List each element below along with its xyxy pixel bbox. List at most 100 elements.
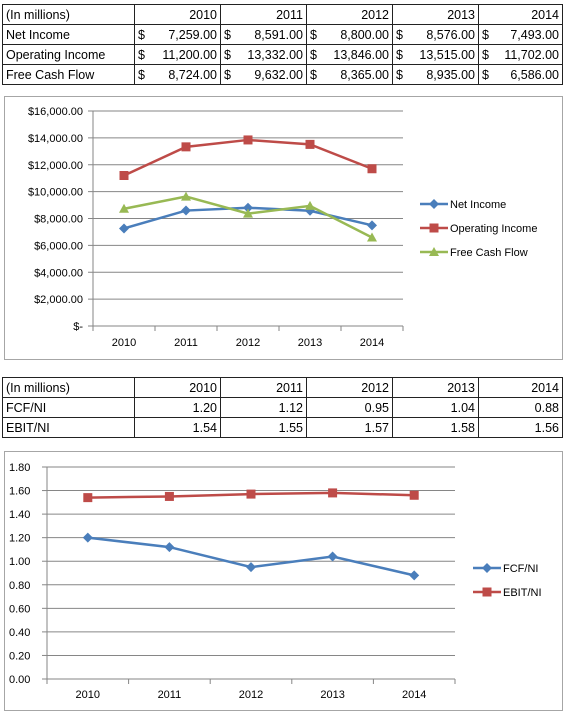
x-tick-label: 2012: [236, 337, 260, 349]
y-tick-label: $-: [73, 321, 83, 333]
data-point: [367, 164, 377, 174]
y-tick-label: 1.00: [9, 556, 30, 568]
row-label[interactable]: Net Income: [2, 24, 135, 45]
data-point: [327, 551, 338, 562]
y-tick-label: $16,000.00: [28, 106, 83, 118]
table-cell[interactable]: 0.88: [478, 397, 563, 418]
y-tick-label: 0.00: [9, 674, 30, 686]
header-label[interactable]: (In millions): [2, 377, 135, 398]
header-year[interactable]: 2014: [478, 4, 563, 25]
table-cell[interactable]: 1.04: [392, 397, 479, 418]
ratios-line-chart[interactable]: 0.00 0.20 0.40 0.60 0.80 1.00 1.20 1.40 1.60 1.80…: [4, 451, 563, 711]
financials-table: (In millions) 2010 2011 2012 2013 2014 N…: [2, 4, 563, 85]
table-cell[interactable]: 1.12: [220, 397, 307, 418]
table-cell[interactable]: 1.54: [134, 417, 221, 438]
y-tick-label: 0.80: [9, 580, 30, 592]
legend-swatch-marker: [482, 587, 492, 597]
table-row-net-income: Net Income $7,259.00 $8,591.00 $8,800.00…: [2, 24, 563, 45]
header-year[interactable]: 2010: [134, 4, 221, 25]
header-year[interactable]: 2014: [478, 377, 563, 398]
table-cell[interactable]: $13,846.00: [306, 44, 393, 65]
y-tick-label: $10,000.00: [28, 187, 83, 199]
table-cell[interactable]: $8,365.00: [306, 64, 393, 85]
table-cell[interactable]: $9,632.00: [220, 64, 307, 85]
y-tick-label: 0.40: [9, 627, 30, 639]
table-cell[interactable]: $13,332.00: [220, 44, 307, 65]
header-year[interactable]: 2011: [220, 377, 307, 398]
row-label[interactable]: FCF/NI: [2, 397, 135, 418]
data-point: [82, 532, 93, 543]
legend-swatch-marker: [429, 223, 439, 233]
table-cell[interactable]: 1.57: [306, 417, 393, 438]
x-tick-label: 2011: [158, 689, 182, 701]
data-point: [409, 570, 420, 581]
legend-label: FCF/NI: [503, 563, 538, 575]
data-point: [367, 232, 377, 242]
data-point: [305, 139, 315, 149]
data-point: [243, 208, 253, 218]
table-cell[interactable]: $8,591.00: [220, 24, 307, 45]
table-cell[interactable]: $6,586.00: [478, 64, 563, 85]
table-cell[interactable]: $8,576.00: [392, 24, 479, 45]
y-tick-label: $12,000.00: [28, 160, 83, 172]
y-tick-label: 0.20: [9, 650, 30, 662]
table-cell[interactable]: $8,724.00: [134, 64, 221, 85]
table-cell[interactable]: $11,200.00: [134, 44, 221, 65]
income-chart-svg: $- $2,000.00 $4,000.00 $6,000.00 $8,000.00 $1…: [28, 106, 538, 349]
header-year[interactable]: 2011: [220, 4, 307, 25]
income-line-chart[interactable]: $- $2,000.00 $4,000.00 $6,000.00 $8,000.00 $1…: [4, 96, 563, 360]
data-point: [83, 493, 93, 503]
data-point: [243, 202, 253, 213]
data-point: [181, 142, 191, 152]
table-header-row: (In millions) 2010 2011 2012 2013 2014: [2, 4, 563, 25]
table-header-row: (In millions) 2010 2011 2012 2013 2014: [2, 377, 563, 398]
table-row-ebit-ni: EBIT/NI 1.54 1.55 1.57 1.58 1.56: [2, 417, 563, 438]
row-label[interactable]: Operating Income: [2, 44, 135, 65]
table-cell[interactable]: 1.58: [392, 417, 479, 438]
data-point: [305, 200, 315, 210]
header-year[interactable]: 2013: [392, 4, 479, 25]
table-cell[interactable]: 1.55: [220, 417, 307, 438]
y-tick-label: 0.60: [9, 603, 30, 615]
table-cell[interactable]: $7,493.00: [478, 24, 563, 45]
data-point: [328, 488, 338, 498]
header-year[interactable]: 2012: [306, 4, 393, 25]
data-point: [367, 220, 377, 231]
row-label[interactable]: EBIT/NI: [2, 417, 135, 438]
data-point: [243, 135, 253, 145]
table-cell[interactable]: 1.56: [478, 417, 563, 438]
table-cell[interactable]: $13,515.00: [392, 44, 479, 65]
header-year[interactable]: 2012: [306, 377, 393, 398]
table-row-free-cash-flow: Free Cash Flow $8,724.00 $9,632.00 $8,36…: [2, 64, 563, 85]
x-tick-label: 2014: [360, 337, 384, 349]
data-point: [164, 491, 174, 501]
header-year[interactable]: 2010: [134, 377, 221, 398]
y-tick-label: $2,000.00: [34, 294, 83, 306]
table-cell[interactable]: $11,702.00: [478, 44, 563, 65]
x-tick-label: 2012: [239, 689, 263, 701]
y-tick-label: $14,000.00: [28, 133, 83, 145]
legend-label: EBIT/NI: [503, 587, 542, 599]
table-cell[interactable]: 0.95: [306, 397, 393, 418]
y-tick-label: 1.80: [9, 462, 30, 474]
data-point: [119, 203, 129, 213]
table-cell[interactable]: $8,935.00: [392, 64, 479, 85]
data-point: [119, 223, 129, 234]
data-point: [246, 562, 256, 573]
table-cell[interactable]: 1.20: [134, 397, 221, 418]
data-point: [181, 191, 191, 201]
x-tick-label: 2011: [174, 337, 198, 349]
y-tick-label: $6,000.00: [34, 240, 83, 252]
header-label[interactable]: (In millions): [2, 4, 135, 25]
header-year[interactable]: 2013: [392, 377, 479, 398]
legend-label: Free Cash Flow: [450, 247, 528, 259]
table-cell[interactable]: $7,259.00: [134, 24, 221, 45]
row-label[interactable]: Free Cash Flow: [2, 64, 135, 85]
data-point: [409, 490, 419, 500]
table-cell[interactable]: $8,800.00: [306, 24, 393, 45]
data-point: [246, 489, 256, 499]
ratios-table: (In millions) 2010 2011 2012 2013 2014 F…: [2, 377, 563, 438]
ratios-chart-svg: 0.00 0.20 0.40 0.60 0.80 1.00 1.20 1.40 1.60 1.80…: [9, 462, 542, 701]
x-tick-label: 2010: [112, 337, 136, 349]
y-tick-label: $8,000.00: [34, 214, 83, 226]
